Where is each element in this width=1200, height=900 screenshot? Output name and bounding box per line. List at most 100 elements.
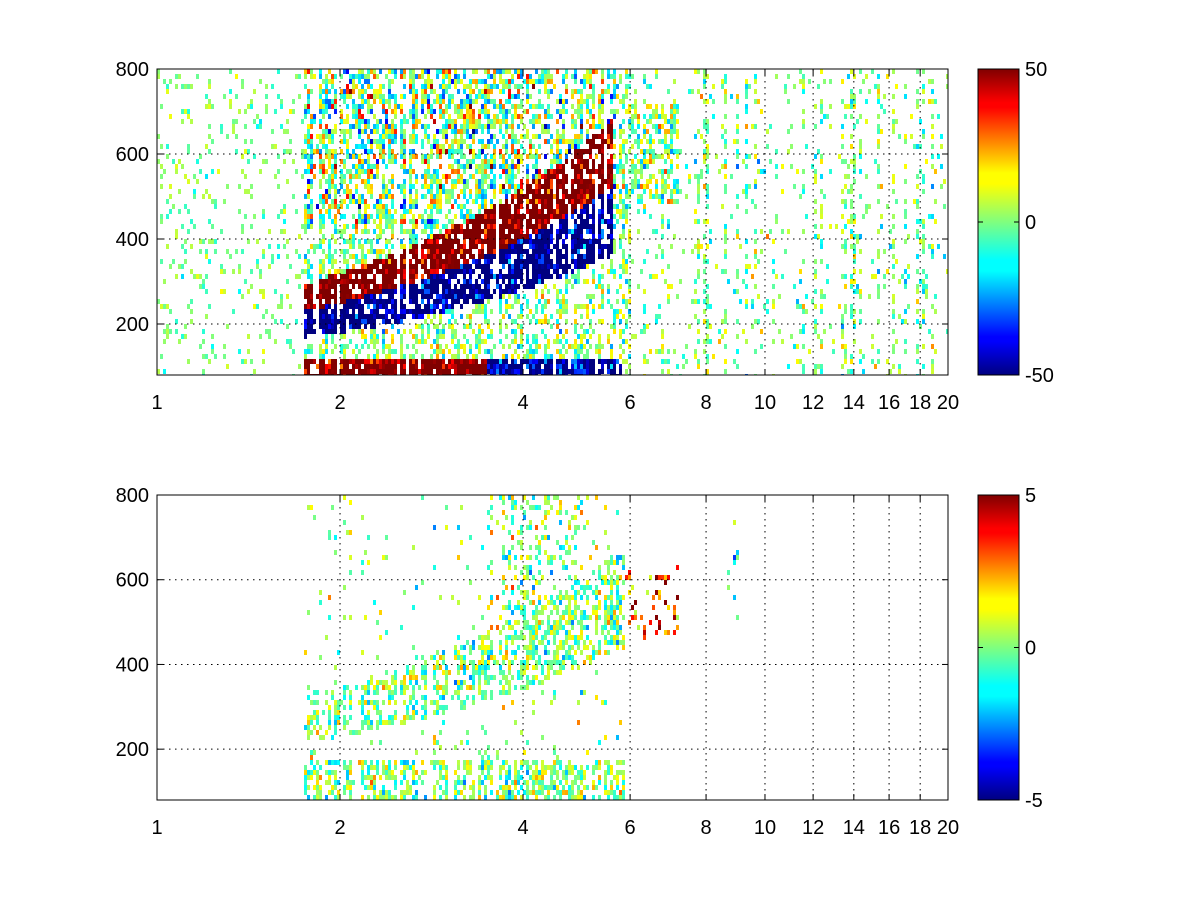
heatmap-cell: [541, 244, 544, 249]
heatmap-cell: [472, 299, 475, 304]
heatmap-cell: [448, 309, 451, 314]
heatmap-cell: [592, 244, 595, 249]
heatmap-cell: [682, 249, 685, 254]
heatmap-cell: [370, 324, 373, 329]
heatmap-cell: [451, 169, 454, 174]
heatmap-cell: [394, 284, 397, 289]
heatmap-cell: [721, 164, 724, 169]
heatmap-cell: [724, 369, 727, 374]
heatmap-cell: [292, 194, 295, 199]
heatmap-cell: [466, 129, 469, 134]
heatmap-cell: [478, 299, 481, 304]
heatmap-cell: [754, 249, 757, 254]
heatmap-cell: [649, 214, 652, 219]
heatmap-cell: [277, 154, 280, 159]
heatmap-cell: [697, 244, 700, 249]
heatmap-cell: [472, 159, 475, 164]
heatmap-cell: [310, 209, 313, 214]
heatmap-cell: [541, 209, 544, 214]
heatmap-cell: [478, 239, 481, 244]
heatmap-cell: [355, 314, 358, 319]
heatmap-cell: [358, 154, 361, 159]
heatmap-cell: [331, 219, 334, 224]
heatmap-cell: [379, 119, 382, 124]
heatmap-cell: [355, 324, 358, 329]
heatmap-cell: [394, 299, 397, 304]
heatmap-cell: [472, 369, 475, 374]
heatmap-cell: [448, 79, 451, 84]
heatmap-cell: [613, 79, 616, 84]
heatmap-cell: [385, 284, 388, 289]
heatmap-cell: [409, 109, 412, 114]
heatmap-cell: [613, 274, 616, 279]
heatmap-cell: [319, 109, 322, 114]
heatmap-cell: [697, 274, 700, 279]
heatmap-cell: [496, 359, 499, 364]
heatmap-cell: [430, 224, 433, 229]
heatmap-cell: [520, 204, 523, 209]
heatmap-cell: [331, 74, 334, 79]
heatmap-cell: [187, 84, 190, 89]
heatmap-cell: [310, 144, 313, 149]
heatmap-cell: [550, 144, 553, 149]
heatmap-cell: [274, 144, 277, 149]
heatmap-cell: [529, 149, 532, 154]
heatmap-cell: [364, 214, 367, 219]
heatmap-cell: [445, 104, 448, 109]
heatmap-cell: [307, 224, 310, 229]
heatmap-cell: [385, 304, 388, 309]
heatmap-cell: [700, 134, 703, 139]
heatmap-cell: [319, 359, 322, 364]
heatmap-cell: [472, 269, 475, 274]
heatmap-cell: [370, 299, 373, 304]
heatmap-cell: [571, 239, 574, 244]
heatmap-cell: [376, 309, 379, 314]
heatmap-cell: [523, 284, 526, 289]
heatmap-cell: [643, 189, 646, 194]
heatmap-cell: [352, 294, 355, 299]
heatmap-cell: [541, 269, 544, 274]
heatmap-cell: [736, 114, 739, 119]
heatmap-cell: [451, 124, 454, 129]
heatmap-cell: [340, 319, 343, 324]
heatmap-cell: [367, 204, 370, 209]
heatmap-cell: [511, 174, 514, 179]
heatmap-cell: [469, 349, 472, 354]
heatmap-cell: [424, 219, 427, 224]
heatmap-cell: [316, 364, 319, 369]
heatmap-cell: [274, 174, 277, 179]
heatmap-cell: [205, 249, 208, 254]
heatmap-cell: [541, 309, 544, 314]
heatmap-cell: [439, 129, 442, 134]
heatmap-cell: [550, 224, 553, 229]
heatmap-cell: [391, 294, 394, 299]
heatmap-cell: [382, 259, 385, 264]
heatmap-cell: [469, 149, 472, 154]
heatmap-cell: [589, 124, 592, 129]
heatmap-cell: [625, 69, 628, 74]
heatmap-cell: [481, 129, 484, 134]
heatmap-cell: [403, 164, 406, 169]
heatmap-cell: [448, 249, 451, 254]
heatmap-cell: [577, 109, 580, 114]
heatmap-cell: [562, 219, 565, 224]
heatmap-cell: [622, 164, 625, 169]
heatmap-cell: [439, 164, 442, 169]
heatmap-cell: [586, 364, 589, 369]
heatmap-cell: [547, 79, 550, 84]
heatmap-cell: [523, 124, 526, 129]
heatmap-cell: [262, 159, 265, 164]
heatmap-cell: [484, 314, 487, 319]
heatmap-cell: [643, 149, 646, 154]
heatmap-cell: [439, 99, 442, 104]
heatmap-cell: [397, 319, 400, 324]
heatmap-cell: [562, 174, 565, 179]
heatmap-cell: [517, 94, 520, 99]
heatmap-cell: [574, 244, 577, 249]
heatmap-cell: [328, 249, 331, 254]
heatmap-cell: [520, 239, 523, 244]
heatmap-cell: [388, 259, 391, 264]
heatmap-cell: [478, 204, 481, 209]
heatmap-cell: [493, 144, 496, 149]
heatmap-cell: [340, 89, 343, 94]
